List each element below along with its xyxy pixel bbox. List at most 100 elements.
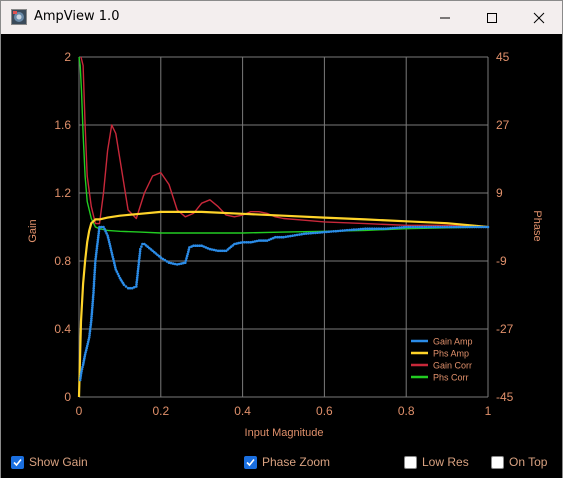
data-point bbox=[212, 248, 216, 252]
data-point bbox=[124, 285, 128, 288]
series-line-gain-corr bbox=[80, 56, 489, 228]
data-point bbox=[239, 241, 242, 244]
data-point bbox=[97, 232, 100, 235]
plot-series bbox=[77, 56, 490, 398]
data-point bbox=[298, 233, 301, 236]
data-point bbox=[272, 236, 275, 240]
y2-tick-label: 27 bbox=[496, 118, 510, 132]
data-point bbox=[107, 240, 111, 244]
checkbox-checked-icon bbox=[11, 455, 24, 469]
data-point bbox=[94, 253, 98, 256]
data-point bbox=[251, 240, 255, 244]
data-point bbox=[91, 302, 94, 305]
data-point bbox=[135, 278, 139, 282]
data-point bbox=[379, 227, 383, 230]
data-point bbox=[384, 227, 388, 230]
data-point bbox=[103, 227, 106, 231]
low-res-label: Low Res bbox=[422, 455, 469, 469]
data-point bbox=[135, 283, 138, 286]
on-top-label: On Top bbox=[509, 455, 548, 469]
data-point bbox=[267, 238, 271, 242]
x-axis-label: Input Magnitude bbox=[245, 427, 324, 439]
data-point bbox=[259, 239, 263, 242]
data-point bbox=[361, 227, 365, 231]
data-point bbox=[130, 286, 134, 290]
close-button[interactable] bbox=[516, 1, 562, 34]
data-point bbox=[175, 263, 179, 266]
data-point bbox=[402, 225, 406, 229]
y-tick-label: 1.2 bbox=[54, 186, 71, 200]
data-point bbox=[309, 231, 313, 235]
phase-zoom-checkbox[interactable]: Phase Zoom bbox=[244, 455, 330, 469]
data-point bbox=[407, 225, 410, 229]
data-point bbox=[102, 225, 105, 229]
data-point bbox=[92, 284, 96, 288]
data-point bbox=[304, 232, 308, 235]
data-point bbox=[196, 244, 199, 247]
data-point bbox=[377, 227, 381, 230]
data-point bbox=[364, 227, 367, 230]
data-point bbox=[169, 261, 173, 265]
data-point bbox=[140, 245, 143, 248]
data-point bbox=[473, 225, 476, 229]
data-point bbox=[386, 227, 390, 230]
data-point bbox=[261, 239, 265, 242]
data-point bbox=[89, 321, 93, 324]
data-point bbox=[137, 263, 140, 266]
data-point bbox=[393, 226, 397, 230]
data-point bbox=[454, 225, 458, 229]
data-point bbox=[429, 225, 433, 229]
data-point bbox=[245, 241, 248, 244]
maximize-button[interactable] bbox=[469, 1, 515, 34]
data-point bbox=[161, 257, 165, 261]
on-top-checkbox[interactable]: On Top bbox=[491, 455, 547, 469]
data-point bbox=[113, 261, 116, 265]
data-point bbox=[370, 227, 374, 230]
data-point bbox=[194, 244, 197, 247]
x-tick-label: 0.8 bbox=[398, 404, 415, 418]
data-point bbox=[126, 286, 130, 290]
data-point bbox=[97, 227, 101, 231]
title-bar[interactable]: AmpView 1.0 bbox=[1, 1, 562, 34]
data-point bbox=[341, 229, 344, 232]
data-point bbox=[136, 269, 140, 273]
data-point bbox=[136, 267, 140, 271]
grid bbox=[78, 56, 489, 398]
data-point bbox=[184, 259, 188, 262]
data-point bbox=[82, 361, 85, 365]
data-point bbox=[375, 227, 379, 230]
data-point bbox=[122, 283, 126, 287]
data-point bbox=[457, 225, 460, 229]
data-point bbox=[291, 234, 294, 237]
legend-label: Gain Amp bbox=[433, 337, 473, 347]
y2-tick-label: -27 bbox=[496, 322, 514, 336]
data-point bbox=[138, 252, 142, 255]
low-res-checkbox[interactable]: Low Res bbox=[404, 455, 469, 469]
show-gain-checkbox[interactable]: Show Gain bbox=[11, 455, 88, 469]
minimize-button[interactable] bbox=[422, 1, 468, 34]
data-point bbox=[84, 351, 87, 354]
data-point bbox=[88, 332, 91, 335]
data-point bbox=[448, 225, 451, 229]
data-point bbox=[420, 225, 424, 229]
data-point bbox=[198, 244, 201, 247]
data-point bbox=[443, 225, 447, 229]
data-point bbox=[220, 249, 224, 253]
data-point bbox=[96, 236, 100, 239]
data-point bbox=[138, 256, 141, 260]
y-tick-label: 2 bbox=[64, 50, 71, 64]
data-point bbox=[418, 225, 422, 229]
data-point bbox=[91, 295, 95, 299]
data-point bbox=[93, 264, 97, 267]
data-point bbox=[83, 355, 86, 358]
data-point bbox=[357, 228, 360, 231]
data-point bbox=[93, 271, 96, 274]
data-point bbox=[475, 225, 478, 229]
data-point bbox=[79, 374, 83, 378]
data-point bbox=[91, 306, 94, 310]
y-tick-label: 0.8 bbox=[54, 254, 71, 268]
data-point bbox=[323, 230, 326, 234]
y2-tick-label: 45 bbox=[496, 50, 510, 64]
data-point bbox=[92, 280, 96, 283]
app-icon bbox=[11, 9, 27, 25]
